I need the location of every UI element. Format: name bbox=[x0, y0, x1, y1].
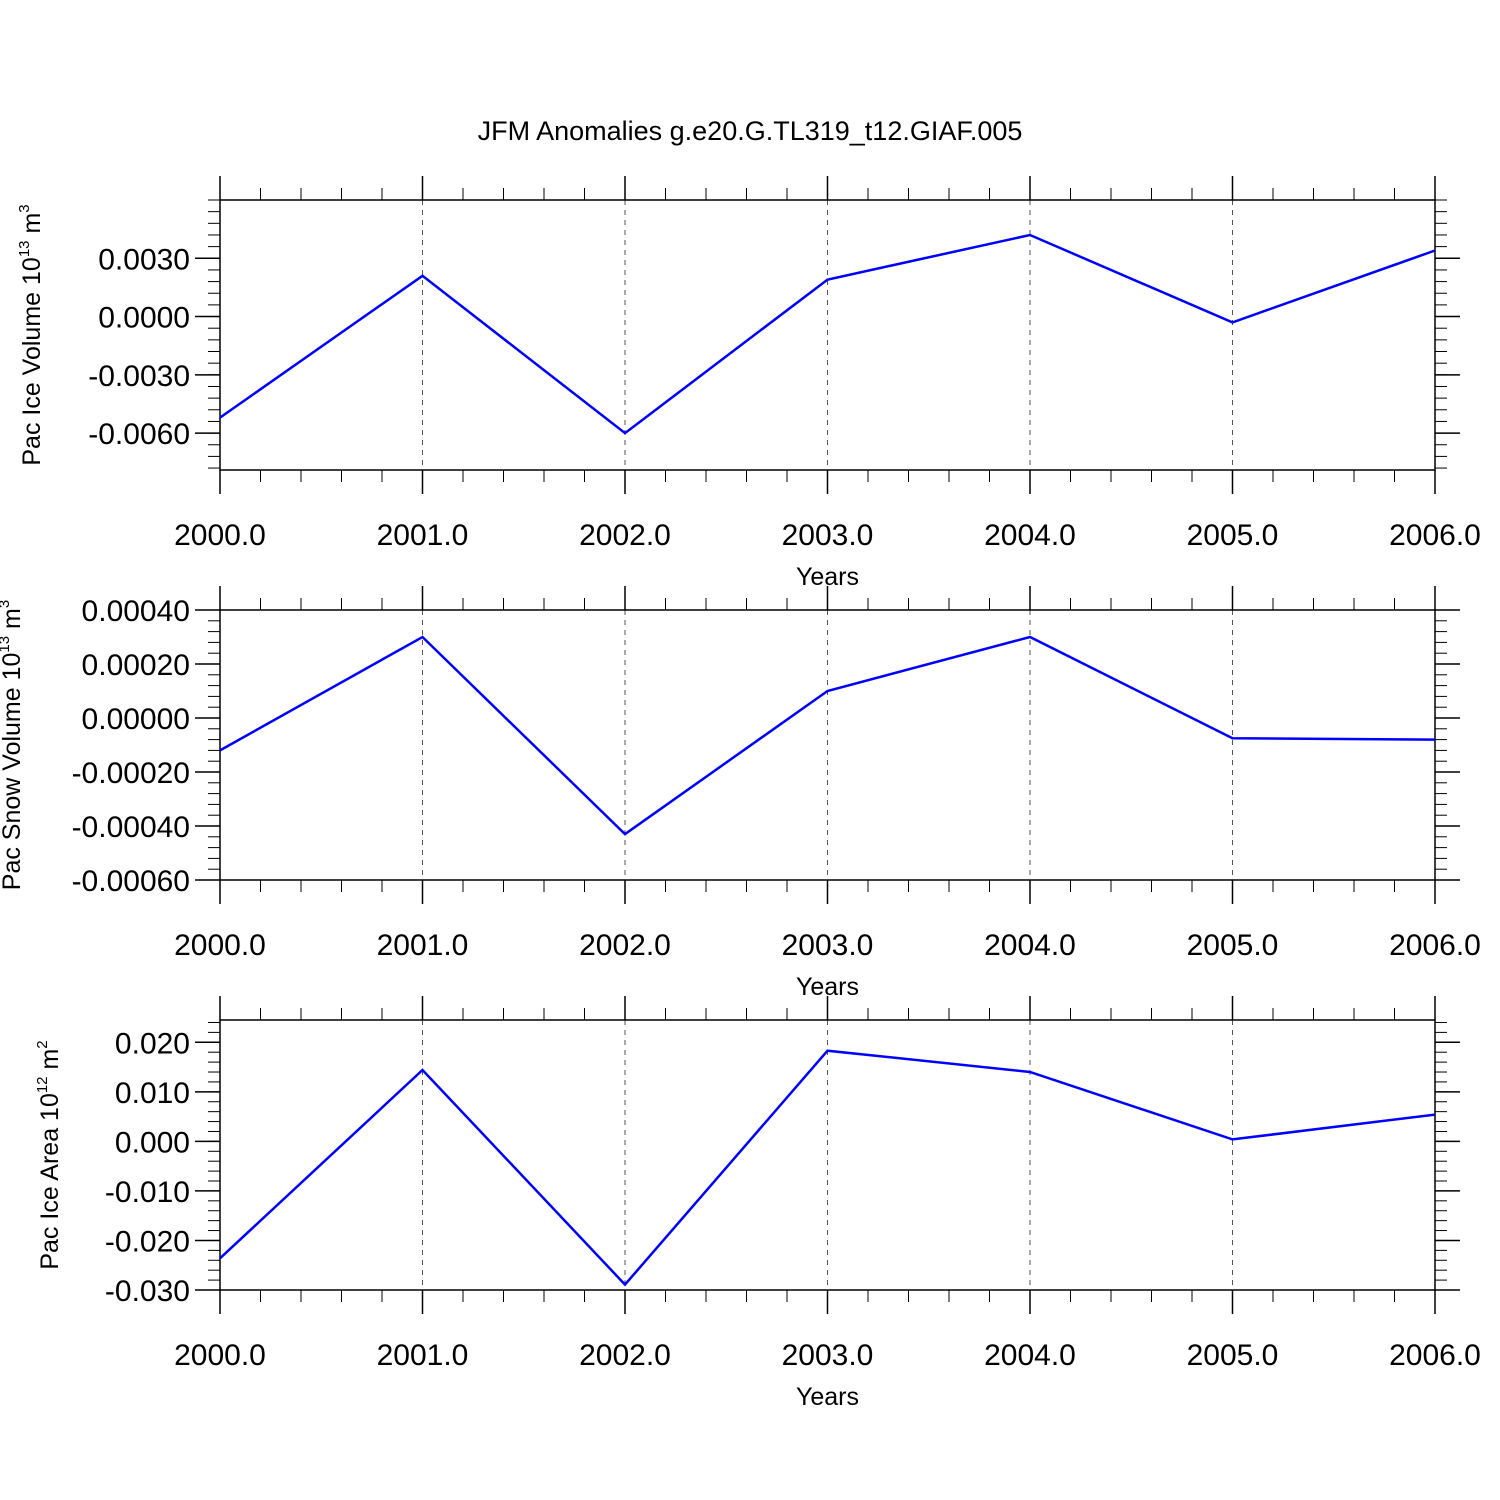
y-axis-title: Pac Ice Volume 1013 m3 bbox=[16, 204, 46, 465]
y-tick-label: -0.00040 bbox=[72, 811, 190, 844]
x-tick-label: 2003.0 bbox=[782, 1339, 874, 1372]
x-tick-label: 2002.0 bbox=[579, 929, 671, 962]
x-tick-label: 2001.0 bbox=[377, 929, 469, 962]
y-tick-label: -0.030 bbox=[105, 1275, 190, 1308]
x-tick-label: 2004.0 bbox=[984, 929, 1076, 962]
x-tick-label: 2003.0 bbox=[782, 519, 874, 552]
y-tick-label: -0.010 bbox=[105, 1176, 190, 1209]
x-tick-label: 2005.0 bbox=[1187, 1339, 1279, 1372]
y-tick-label: -0.00020 bbox=[72, 757, 190, 790]
panel-snow-volume: 2000.0 2001.0 2002.0 2003.0 2004.0 2005.0 2006… bbox=[0, 586, 1481, 1001]
y-tick-label: 0.020 bbox=[115, 1027, 190, 1060]
y-axis-title: Pac Snow Volume 1013 m3 bbox=[0, 600, 26, 890]
y-tick-label: -0.00060 bbox=[72, 865, 190, 898]
panel-ice-volume: 2000.0 2001.0 2002.0 2003.0 2004.0 2005.0 2006… bbox=[16, 176, 1481, 591]
y-axis-title: Pac Ice Area 1012 m2 bbox=[34, 1040, 64, 1269]
x-tick-label: 2001.0 bbox=[377, 1339, 469, 1372]
x-tick-label: 2000.0 bbox=[174, 1339, 266, 1372]
x-tick-label: 2005.0 bbox=[1187, 929, 1279, 962]
x-tick-label: 2006.0 bbox=[1389, 1339, 1481, 1372]
series-line bbox=[219, 1049, 1436, 1287]
x-tick-label: 2003.0 bbox=[782, 929, 874, 962]
y-tick-label: 0.0000 bbox=[98, 302, 190, 335]
x-tick-label: 2000.0 bbox=[174, 519, 266, 552]
series-line bbox=[219, 635, 1436, 836]
panel-ice-area: 2000.0 2001.0 2002.0 2003.0 2004.0 2005.0 2006… bbox=[34, 996, 1481, 1411]
x-axis-title: Years bbox=[796, 1383, 859, 1411]
x-tick-label: 2006.0 bbox=[1389, 519, 1481, 552]
y-tick-label: -0.0060 bbox=[88, 418, 190, 451]
x-tick-label: 2001.0 bbox=[377, 519, 469, 552]
y-tick-label: 0.00000 bbox=[82, 703, 190, 736]
x-tick-label: 2005.0 bbox=[1187, 519, 1279, 552]
y-tick-label: 0.010 bbox=[115, 1077, 190, 1110]
y-tick-label: 0.0030 bbox=[98, 243, 190, 276]
y-tick-label: 0.00020 bbox=[82, 649, 190, 682]
y-tick-label: -0.020 bbox=[105, 1225, 190, 1258]
x-tick-label: 2004.0 bbox=[984, 1339, 1076, 1372]
x-tick-label: 2002.0 bbox=[579, 1339, 671, 1372]
figure-title: JFM Anomalies g.e20.G.TL319_t12.GIAF.005 bbox=[478, 116, 1023, 146]
x-tick-label: 2004.0 bbox=[984, 519, 1076, 552]
y-tick-label: -0.0030 bbox=[88, 360, 190, 393]
y-tick-label: 0.000 bbox=[115, 1126, 190, 1159]
x-tick-label: 2000.0 bbox=[174, 929, 266, 962]
x-tick-label: 2002.0 bbox=[579, 519, 671, 552]
x-tick-label: 2006.0 bbox=[1389, 929, 1481, 962]
series-line bbox=[219, 233, 1436, 435]
y-tick-label: 0.00040 bbox=[82, 595, 190, 628]
